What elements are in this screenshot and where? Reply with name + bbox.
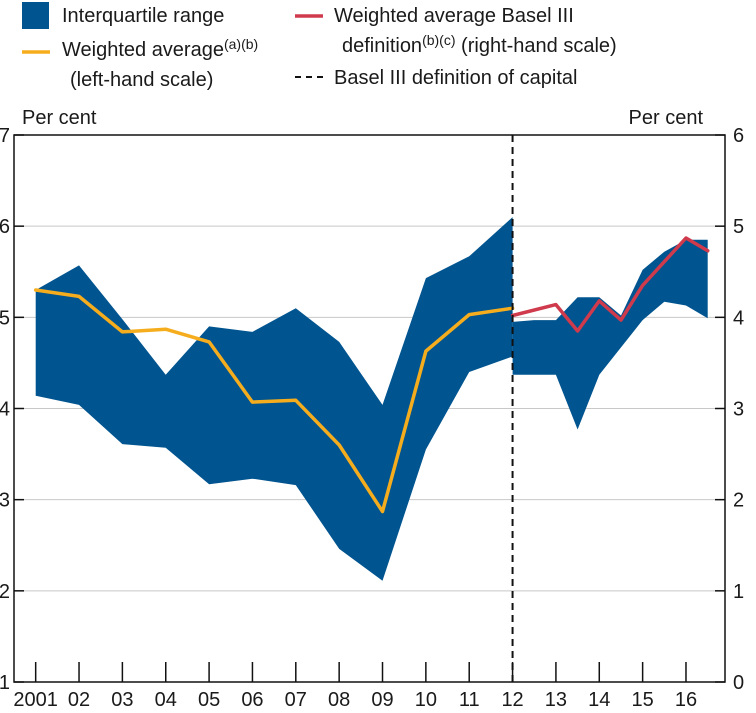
weighted-average-line [33,288,515,514]
legend-label-superscript: (b)(c) [422,32,455,48]
legend-label-text: Weighted average [62,39,224,61]
x-tick-label: 05 [198,689,220,711]
basel-iii-weighted-average-line [510,236,710,333]
legend-label-text: (left-hand scale) [70,69,213,91]
legend-label-superscript: (a)(b) [224,36,258,52]
legend-label-text: Basel III definition of capital [334,67,577,89]
x-tick-label: 03 [111,689,133,711]
x-tick-label: 08 [328,689,350,711]
legend: Interquartile range Weighted average(a)(b… [22,2,617,91]
right-tick-label: 6 [733,125,744,147]
x-tick-label: 04 [155,689,177,711]
x-tick-label: 07 [285,689,307,711]
legend-label-suffix: (right-hand scale) [456,35,617,57]
legend-label: Weighted average Basel III [334,5,574,27]
legend-label-text: Interquartile range [62,5,224,27]
left-tick-label: 7 [0,125,10,147]
plot-series [33,135,710,682]
left-axis-unit-label: Per cent [22,107,97,129]
right-tick-label: 3 [733,399,744,421]
x-tick-label: 11 [459,689,480,711]
right-tick-label: 0 [733,672,744,694]
legend-label: Interquartile range [62,5,224,27]
interquartile-range-area [35,217,513,581]
legend-label: Weighted average(a)(b) [62,36,258,61]
x-tick-label: 02 [68,689,90,711]
legend-label: (left-hand scale) [70,69,213,91]
x-tick-label: 13 [545,689,567,711]
x-tick-label: 06 [241,689,263,711]
left-tick-label: 4 [0,399,10,421]
legend-label-text: definition [342,35,422,57]
right-axis-unit-label: Per cent [629,107,704,129]
x-tick-label: 2001 [13,689,58,711]
left-tick-label: 2 [0,581,10,603]
x-tick-label: 09 [371,689,393,711]
x-tick-label: 16 [675,689,697,711]
right-tick-label: 4 [733,307,744,329]
interquartile-range-area [512,239,708,430]
x-tick-label: 15 [632,689,654,711]
x-tick-label: 10 [415,689,437,711]
left-tick-label: 3 [0,490,10,512]
right-tick-label: 1 [733,581,744,603]
legend-label-text: Weighted average Basel III [334,5,574,27]
left-tick-label: 6 [0,216,10,238]
left-tick-label: 5 [0,307,10,329]
legend-label: Basel III definition of capital [334,67,577,89]
x-tick-label: 14 [588,689,610,711]
legend-label: definition(b)(c) (right-hand scale) [342,32,617,57]
right-tick-label: 5 [733,216,744,238]
legend-swatch-area [22,2,49,29]
x-tick-label: 12 [501,689,523,711]
right-tick-label: 2 [733,490,744,512]
left-tick-label: 1 [0,672,10,694]
